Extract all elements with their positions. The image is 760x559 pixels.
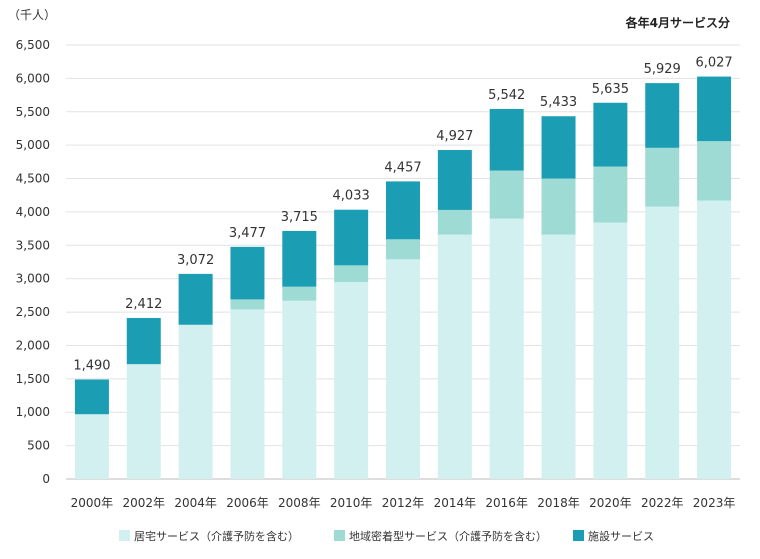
y-tick-label: 6,000	[16, 71, 50, 85]
y-tick-label: 2,000	[16, 338, 50, 352]
x-tick-label: 2012年	[382, 496, 425, 510]
bar-segment-community	[541, 178, 576, 235]
bar-segment-community	[386, 239, 420, 260]
y-tick-label: 2,500	[16, 305, 50, 319]
x-tick-label: 2016年	[485, 496, 528, 510]
bar-segment-home	[178, 324, 213, 479]
y-tick-label: 5,500	[16, 105, 50, 119]
bars	[74, 76, 732, 480]
total-labels: 1,490 2,412 3,072 3,477 3,715 4,033 4,457 4,927…	[73, 56, 732, 374]
bar-segment-facility	[282, 230, 317, 287]
total-label: 4,033	[333, 189, 370, 204]
bar-segment-community	[645, 147, 680, 207]
total-label: 5,635	[592, 82, 629, 97]
total-label: 6,027	[695, 56, 732, 71]
bar-segment-community	[489, 170, 524, 219]
y-tick-label: 0	[42, 472, 50, 486]
legend-label: 居宅サービス（介護予防を含む）	[134, 529, 299, 543]
bar-segment-home	[126, 364, 161, 479]
bar-segment-facility	[74, 379, 109, 415]
bar-segment-facility	[178, 273, 213, 325]
x-tick-label: 2020年	[589, 496, 632, 510]
legend-swatch	[119, 530, 130, 541]
bar-segment-facility	[230, 246, 265, 300]
bar-segment-home	[645, 206, 680, 479]
x-tick-label: 2004年	[174, 496, 217, 510]
y-tick-label: 1,500	[16, 372, 50, 386]
x-tick-label: 2014年	[434, 496, 477, 510]
x-tick-label: 2010年	[330, 496, 373, 510]
y-axis-unit-label: （千人）	[8, 8, 56, 22]
x-tick-label: 2000年	[71, 496, 114, 510]
bar-segment-community	[230, 299, 265, 310]
bar-segment-home	[541, 234, 576, 479]
bar-segment-home	[593, 222, 628, 480]
legend-label: 施設サービス	[588, 529, 654, 543]
total-label: 4,457	[384, 160, 421, 175]
bar-segment-community	[334, 265, 369, 283]
legend: 居宅サービス（介護予防を含む） 地域密着型サービス（介護予防を含む） 施設サービス	[119, 529, 654, 543]
bar-segment-home	[437, 234, 472, 479]
bar-segment-facility	[126, 317, 161, 365]
bar-segment-facility	[541, 116, 576, 179]
bar-segment-community	[282, 286, 317, 301]
total-label: 4,927	[436, 129, 473, 144]
bar-segment-facility	[645, 83, 680, 148]
y-tick-label: 3,500	[16, 238, 50, 252]
x-tick-label: 2018年	[537, 496, 580, 510]
total-label: 5,542	[488, 88, 525, 103]
y-tick-label: 4,500	[16, 172, 50, 186]
y-tick-label: 5,000	[16, 138, 50, 152]
bar-segment-home	[489, 218, 524, 479]
x-tick-label: 2022年	[641, 496, 684, 510]
total-label: 3,477	[229, 226, 266, 241]
x-tick-label: 2006年	[226, 496, 269, 510]
bar-segment-community	[593, 166, 628, 223]
legend-label: 地域密着型サービス（介護予防を含む）	[349, 529, 547, 543]
bar-segment-community	[697, 141, 732, 201]
legend-swatch	[334, 530, 345, 541]
bar-segment-home	[386, 259, 420, 479]
chart-note: 各年4月サービス分	[625, 15, 730, 30]
bar-segment-facility	[489, 108, 524, 171]
y-tick-label: 6,500	[16, 38, 50, 52]
bar-segment-home	[282, 300, 317, 479]
legend-swatch	[573, 530, 584, 541]
y-tick-label: 4,000	[16, 205, 50, 219]
total-label: 5,433	[540, 95, 577, 110]
bar-segment-facility	[386, 181, 420, 240]
y-tick-label: 1,000	[16, 405, 50, 419]
total-label: 3,715	[281, 210, 318, 225]
bar-segment-facility	[697, 76, 732, 142]
bar-segment-home	[74, 414, 109, 479]
total-label: 3,072	[177, 253, 214, 268]
x-tick-label: 2002年	[122, 496, 165, 510]
y-axis-ticks: 0 500 1,000 1,500 2,000 2,500 3,000 3,500 4,000 4…	[16, 38, 50, 486]
x-tick-label: 2023年	[693, 496, 736, 510]
total-label: 5,929	[644, 62, 681, 77]
bar-segment-home	[230, 309, 265, 479]
x-axis-ticks: 2000年 2002年 2004年 2006年 2008年 2010年 2012年 2014年…	[71, 496, 736, 510]
total-label: 1,490	[73, 359, 110, 374]
bar-segment-facility	[437, 150, 472, 210]
bar-segment-home	[697, 200, 732, 479]
total-label: 2,412	[125, 297, 162, 312]
bar-segment-home	[334, 282, 369, 479]
x-tick-label: 2008年	[278, 496, 321, 510]
y-tick-label: 3,000	[16, 272, 50, 286]
bar-segment-community	[437, 209, 472, 235]
y-tick-label: 500	[27, 439, 50, 453]
bar-segment-facility	[334, 209, 369, 266]
bar-segment-facility	[593, 102, 628, 167]
